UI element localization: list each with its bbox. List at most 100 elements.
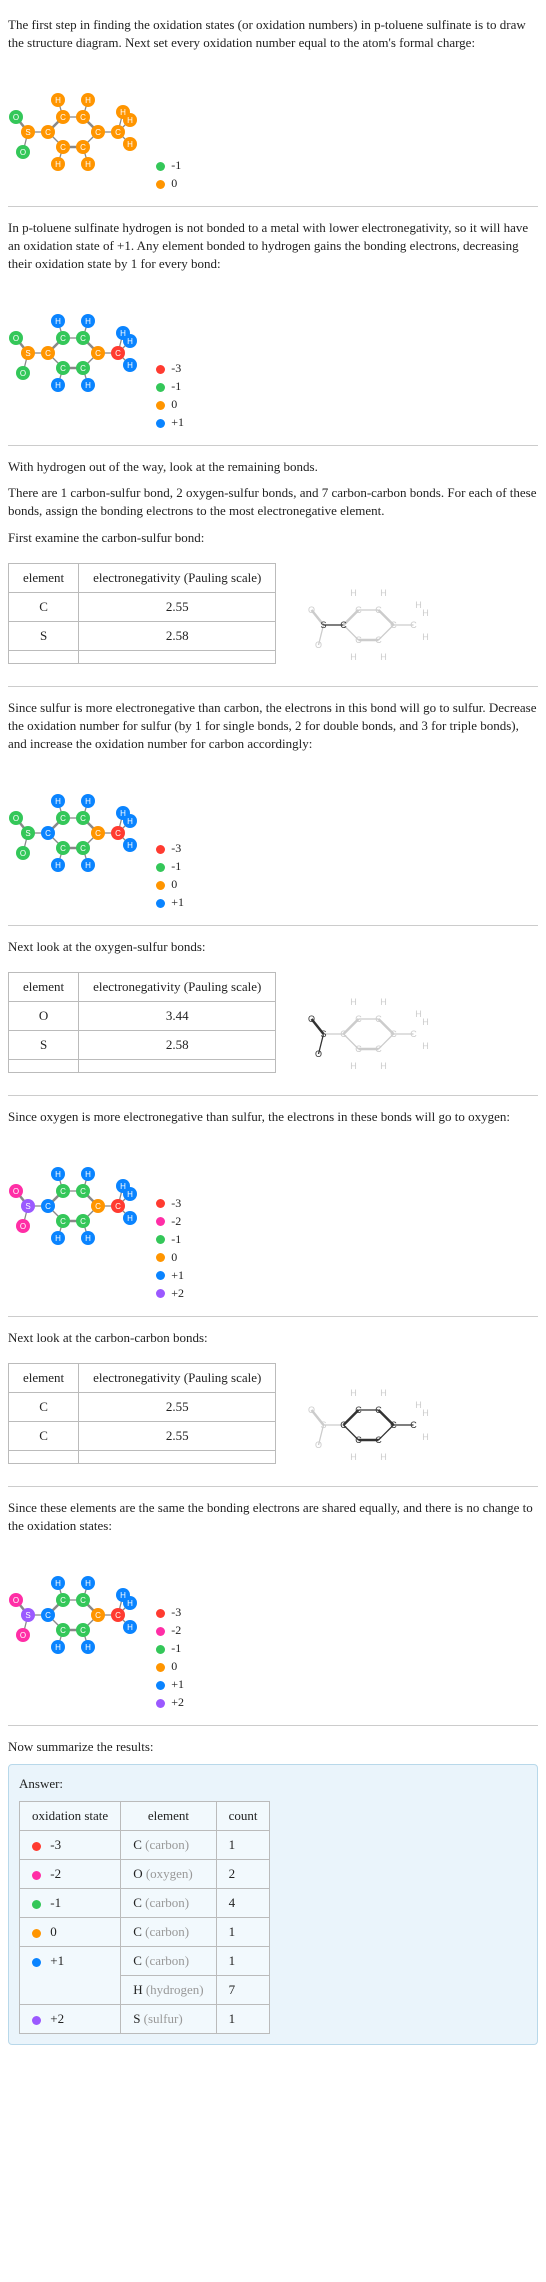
svg-text:H: H [416,1400,423,1410]
legend: -3-10+1 [156,838,184,913]
svg-text:H: H [351,652,358,662]
svg-text:C: C [356,1405,363,1415]
svg-text:C: C [376,1405,383,1415]
divider [8,925,538,926]
svg-text:H: H [381,1452,388,1462]
svg-text:O: O [315,1049,322,1059]
svg-text:O: O [20,849,26,858]
svg-text:S: S [25,1202,30,1211]
res-row: -3C (carbon)1 [20,1831,270,1860]
svg-text:C: C [356,1014,363,1024]
svg-text:H: H [423,1432,430,1442]
molecule-svg: SOOCCCCCCCHHHHHHH [8,165,143,180]
legend-item: -1 [156,379,184,394]
svg-text:C: C [80,1217,86,1226]
svg-text:C: C [45,349,51,358]
diagram-after-os: SOOCCCCCCCHHHHHHH -3-2-10+1+2 [8,1136,538,1304]
svg-text:H: H [120,1591,126,1600]
legend-item: -2 [156,1214,184,1229]
svg-text:C: C [115,829,121,838]
svg-text:H: H [55,1643,61,1652]
diagram-after-h: SOOCCCCCCCHHHHHHH -3-10+1 [8,283,538,433]
svg-text:C: C [60,1187,66,1196]
legend-item: +1 [156,895,184,910]
svg-text:C: C [80,364,86,373]
svg-text:C: C [60,1626,66,1635]
en-carbon-sulfur: elementelectronegativity (Pauling scale)… [8,555,538,674]
svg-text:H: H [127,841,133,850]
svg-text:H: H [127,116,133,125]
molecule-svg: SOOCCCCCCCHHHHHHH [8,1239,143,1254]
svg-text:H: H [381,588,388,598]
svg-text:C: C [80,844,86,853]
para-cc-result: Since these elements are the same the bo… [8,1499,538,1535]
legend: -3-2-10+1+2 [156,1193,184,1304]
legend-item: -1 [156,158,181,173]
legend-item: 0 [156,877,184,892]
molecule-svg: SOOCCCCCCCHHHHHHH [8,866,143,881]
svg-text:S: S [25,349,30,358]
svg-text:H: H [55,1234,61,1243]
svg-text:C: C [411,1029,418,1039]
en-oxygen-sulfur: elementelectronegativity (Pauling scale)… [8,964,538,1083]
svg-text:O: O [315,640,322,650]
intro-text: The first step in finding the oxidation … [8,16,538,52]
molecule-highlight: SOOCCCCCCCHHHHHHH [296,964,446,1083]
svg-text:C: C [341,1420,348,1430]
svg-text:H: H [55,1170,61,1179]
svg-text:C: C [60,814,66,823]
res-row: -2O (oxygen)2 [20,1860,270,1889]
svg-text:H: H [351,1061,358,1071]
svg-text:H: H [423,1017,430,1027]
para-summary: Now summarize the results: [8,1738,538,1756]
svg-text:O: O [20,1631,26,1640]
molecule-svg: SOOCCCCCCCHHHHHHH [8,386,143,401]
svg-text:C: C [376,1044,383,1054]
svg-text:H: H [85,1234,91,1243]
svg-text:H: H [423,1041,430,1051]
svg-text:O: O [308,1405,315,1415]
svg-text:H: H [55,96,61,105]
svg-text:S: S [25,829,30,838]
res-row: +2S (sulfur)1 [20,2005,270,2034]
svg-text:H: H [85,381,91,390]
svg-text:S: S [321,620,327,630]
en-table: elementelectronegativity (Pauling scale)… [8,563,276,664]
legend-item: 0 [156,176,181,191]
en-carbon-carbon: elementelectronegativity (Pauling scale)… [8,1355,538,1474]
legend-item: -2 [156,1623,184,1638]
svg-text:H: H [127,1214,133,1223]
svg-text:H: H [55,797,61,806]
svg-text:H: H [127,817,133,826]
svg-text:H: H [127,337,133,346]
legend-item: -3 [156,1196,184,1211]
svg-text:H: H [55,381,61,390]
en-row: C2.55 [9,592,276,621]
svg-text:H: H [85,160,91,169]
svg-text:C: C [60,844,66,853]
svg-text:H: H [85,96,91,105]
svg-text:H: H [127,1623,133,1632]
svg-text:S: S [25,128,30,137]
results-table: oxidation stateelementcount -3C (carbon)… [19,1801,270,2034]
svg-text:C: C [115,1611,121,1620]
svg-text:H: H [423,632,430,642]
res-header: element [121,1802,216,1831]
divider [8,206,538,207]
svg-text:C: C [95,128,101,137]
svg-text:C: C [60,334,66,343]
svg-text:C: C [45,1202,51,1211]
en-row [9,1450,276,1463]
en-header-element: element [9,972,79,1001]
para-h: In p-toluene sulfinate hydrogen is not b… [8,219,538,274]
en-row [9,650,276,663]
en-row: O3.44 [9,1001,276,1030]
svg-text:H: H [351,997,358,1007]
en-table: elementelectronegativity (Pauling scale)… [8,1363,276,1464]
svg-text:H: H [120,809,126,818]
diagram-initial: SOOCCCCCCCHHHHHHH -1 0 [8,62,538,194]
svg-text:H: H [423,1408,430,1418]
para-os-result: Since oxygen is more electronegative tha… [8,1108,538,1126]
en-table: elementelectronegativity (Pauling scale)… [8,972,276,1073]
svg-text:S: S [321,1420,327,1430]
